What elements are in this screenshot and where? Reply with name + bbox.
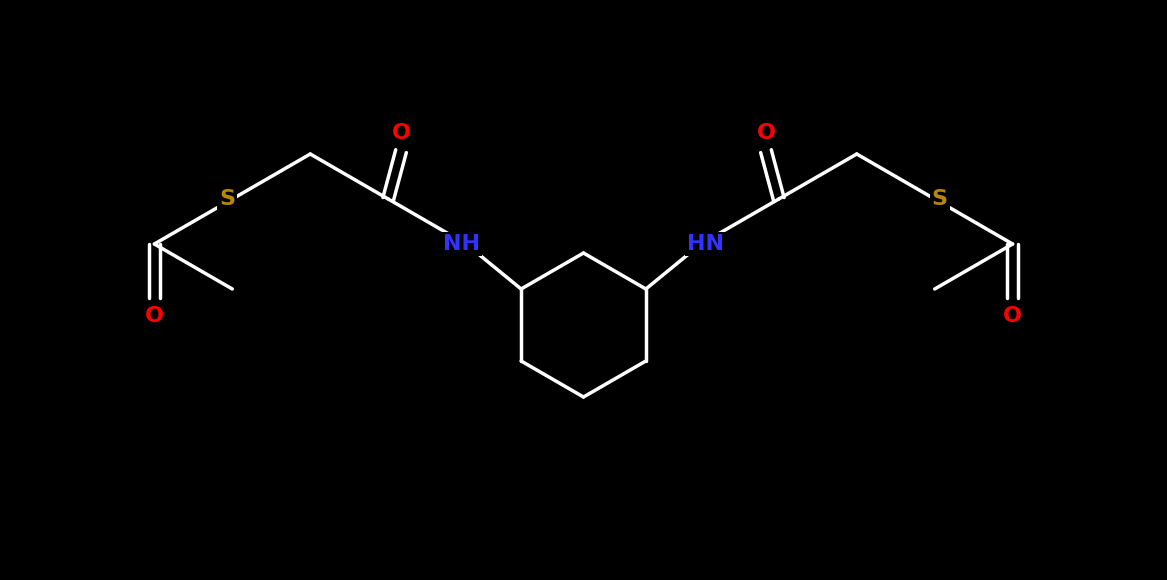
- Text: S: S: [931, 189, 948, 209]
- Text: O: O: [1004, 306, 1022, 326]
- Text: S: S: [219, 189, 236, 209]
- Text: NH: NH: [442, 234, 480, 254]
- Text: O: O: [391, 123, 411, 143]
- Text: O: O: [756, 123, 776, 143]
- Text: HN: HN: [687, 234, 725, 254]
- Text: O: O: [145, 306, 163, 326]
